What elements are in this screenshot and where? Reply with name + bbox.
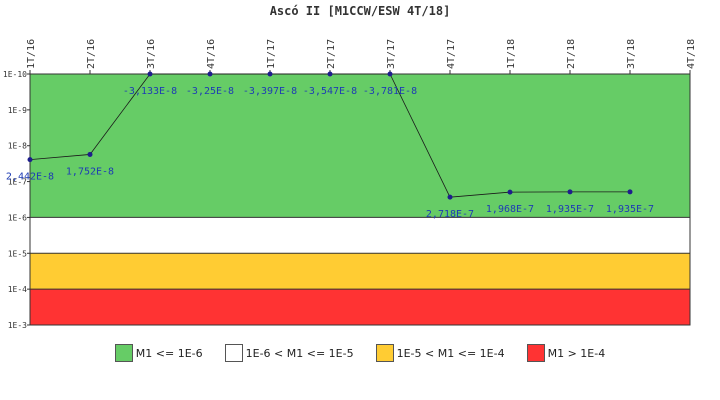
data-point: [447, 194, 453, 200]
data-point: [327, 71, 333, 77]
threshold-bands: [29, 73, 691, 326]
x-tick-label: 3T/17: [386, 39, 397, 69]
x-tick-label: 1T/16: [26, 39, 37, 69]
data-point: [567, 189, 573, 195]
legend-label: M1 <= 1E-6: [135, 346, 203, 360]
legend-swatch-green: [114, 344, 133, 362]
y-axis: 1E-10 1E-9 1E-8 1E-7 1E-6 1E-5 1E-4 1E-3: [3, 70, 30, 330]
series-line: [27, 71, 633, 200]
band-0: [30, 74, 690, 218]
legend-label: 1E-6 < M1 <= 1E-5: [245, 346, 354, 360]
data-label: 1,968E-7: [486, 204, 534, 215]
legend-item-green: M1 <= 1E-6: [114, 344, 203, 362]
data-point: [207, 71, 213, 77]
data-point: [627, 189, 633, 195]
x-tick-label: 2T/16: [86, 39, 97, 69]
legend-label: 1E-5 < M1 <= 1E-4: [396, 346, 505, 360]
x-axis: 1T/16 2T/16 3T/16 4T/16 1T/17 2T/17 3T/17 4T/17…: [26, 39, 697, 74]
y-tick-label: 1E-8: [8, 142, 27, 151]
legend-item-yellow: 1E-5 < M1 <= 1E-4: [375, 344, 505, 362]
x-tick-label: 4T/18: [686, 39, 697, 69]
x-tick-label: 3T/18: [626, 39, 637, 69]
legend-swatch-white: [224, 344, 243, 362]
chart: Ascó II [M1CCW/ESW 4T/18] 1T/16 2T/16 3T/1…: [3, 4, 697, 330]
data-label: -3,547E-8: [303, 86, 357, 97]
data-point: [387, 71, 393, 77]
data-label: -3,397E-8: [243, 86, 297, 97]
y-tick-label: 1E-6: [8, 213, 27, 222]
x-tick-label: 4T/17: [446, 39, 457, 69]
x-tick-label: 2T/18: [566, 39, 577, 69]
x-tick-label: 3T/16: [146, 39, 157, 69]
y-tick-label: 1E-5: [8, 249, 27, 258]
y-tick-label: 1E-10: [3, 70, 27, 79]
y-tick-label: 1E-3: [8, 321, 27, 330]
legend-label: M1 > 1E-4: [547, 346, 606, 360]
chart-title: Ascó II [M1CCW/ESW 4T/18]: [270, 4, 451, 18]
data-label: 2,442E-8: [6, 172, 54, 183]
data-label: 1,935E-7: [606, 204, 654, 215]
x-tick-label: 1T/18: [506, 39, 517, 69]
x-tick-label: 2T/17: [326, 39, 337, 69]
data-label: 2,718E-7: [426, 209, 474, 220]
y-tick-label: 1E-7: [8, 178, 27, 187]
band-3: [30, 289, 690, 325]
x-tick-label: 1T/17: [266, 39, 277, 69]
data-point: [147, 71, 153, 77]
data-point: [87, 151, 93, 157]
band-1: [30, 217, 690, 254]
data-label: -3,781E-8: [363, 86, 417, 97]
band-2: [30, 253, 690, 290]
data-labels: 2,442E-8 1,752E-8 -3,133E-8 -3,25E-8 -3,397E…: [6, 86, 654, 220]
grid: [30, 216, 690, 290]
data-point: [27, 157, 33, 163]
y-tick-label: 1E-9: [8, 106, 27, 115]
legend: M1 <= 1E-6 1E-6 < M1 <= 1E-5 1E-5 < M1 <…: [0, 344, 720, 362]
legend-swatch-red: [526, 344, 545, 362]
data-label: 1,752E-8: [66, 166, 114, 177]
legend-item-red: M1 > 1E-4: [526, 344, 606, 362]
legend-item-white: 1E-6 < M1 <= 1E-5: [224, 344, 354, 362]
data-label: -3,133E-8: [123, 86, 177, 97]
data-label: -3,25E-8: [186, 86, 234, 97]
data-label: 1,935E-7: [546, 204, 594, 215]
data-point: [507, 189, 513, 195]
data-point: [267, 71, 273, 77]
x-tick-label: 4T/16: [206, 39, 217, 69]
y-tick-label: 1E-4: [8, 285, 27, 294]
legend-swatch-yellow: [375, 344, 394, 362]
